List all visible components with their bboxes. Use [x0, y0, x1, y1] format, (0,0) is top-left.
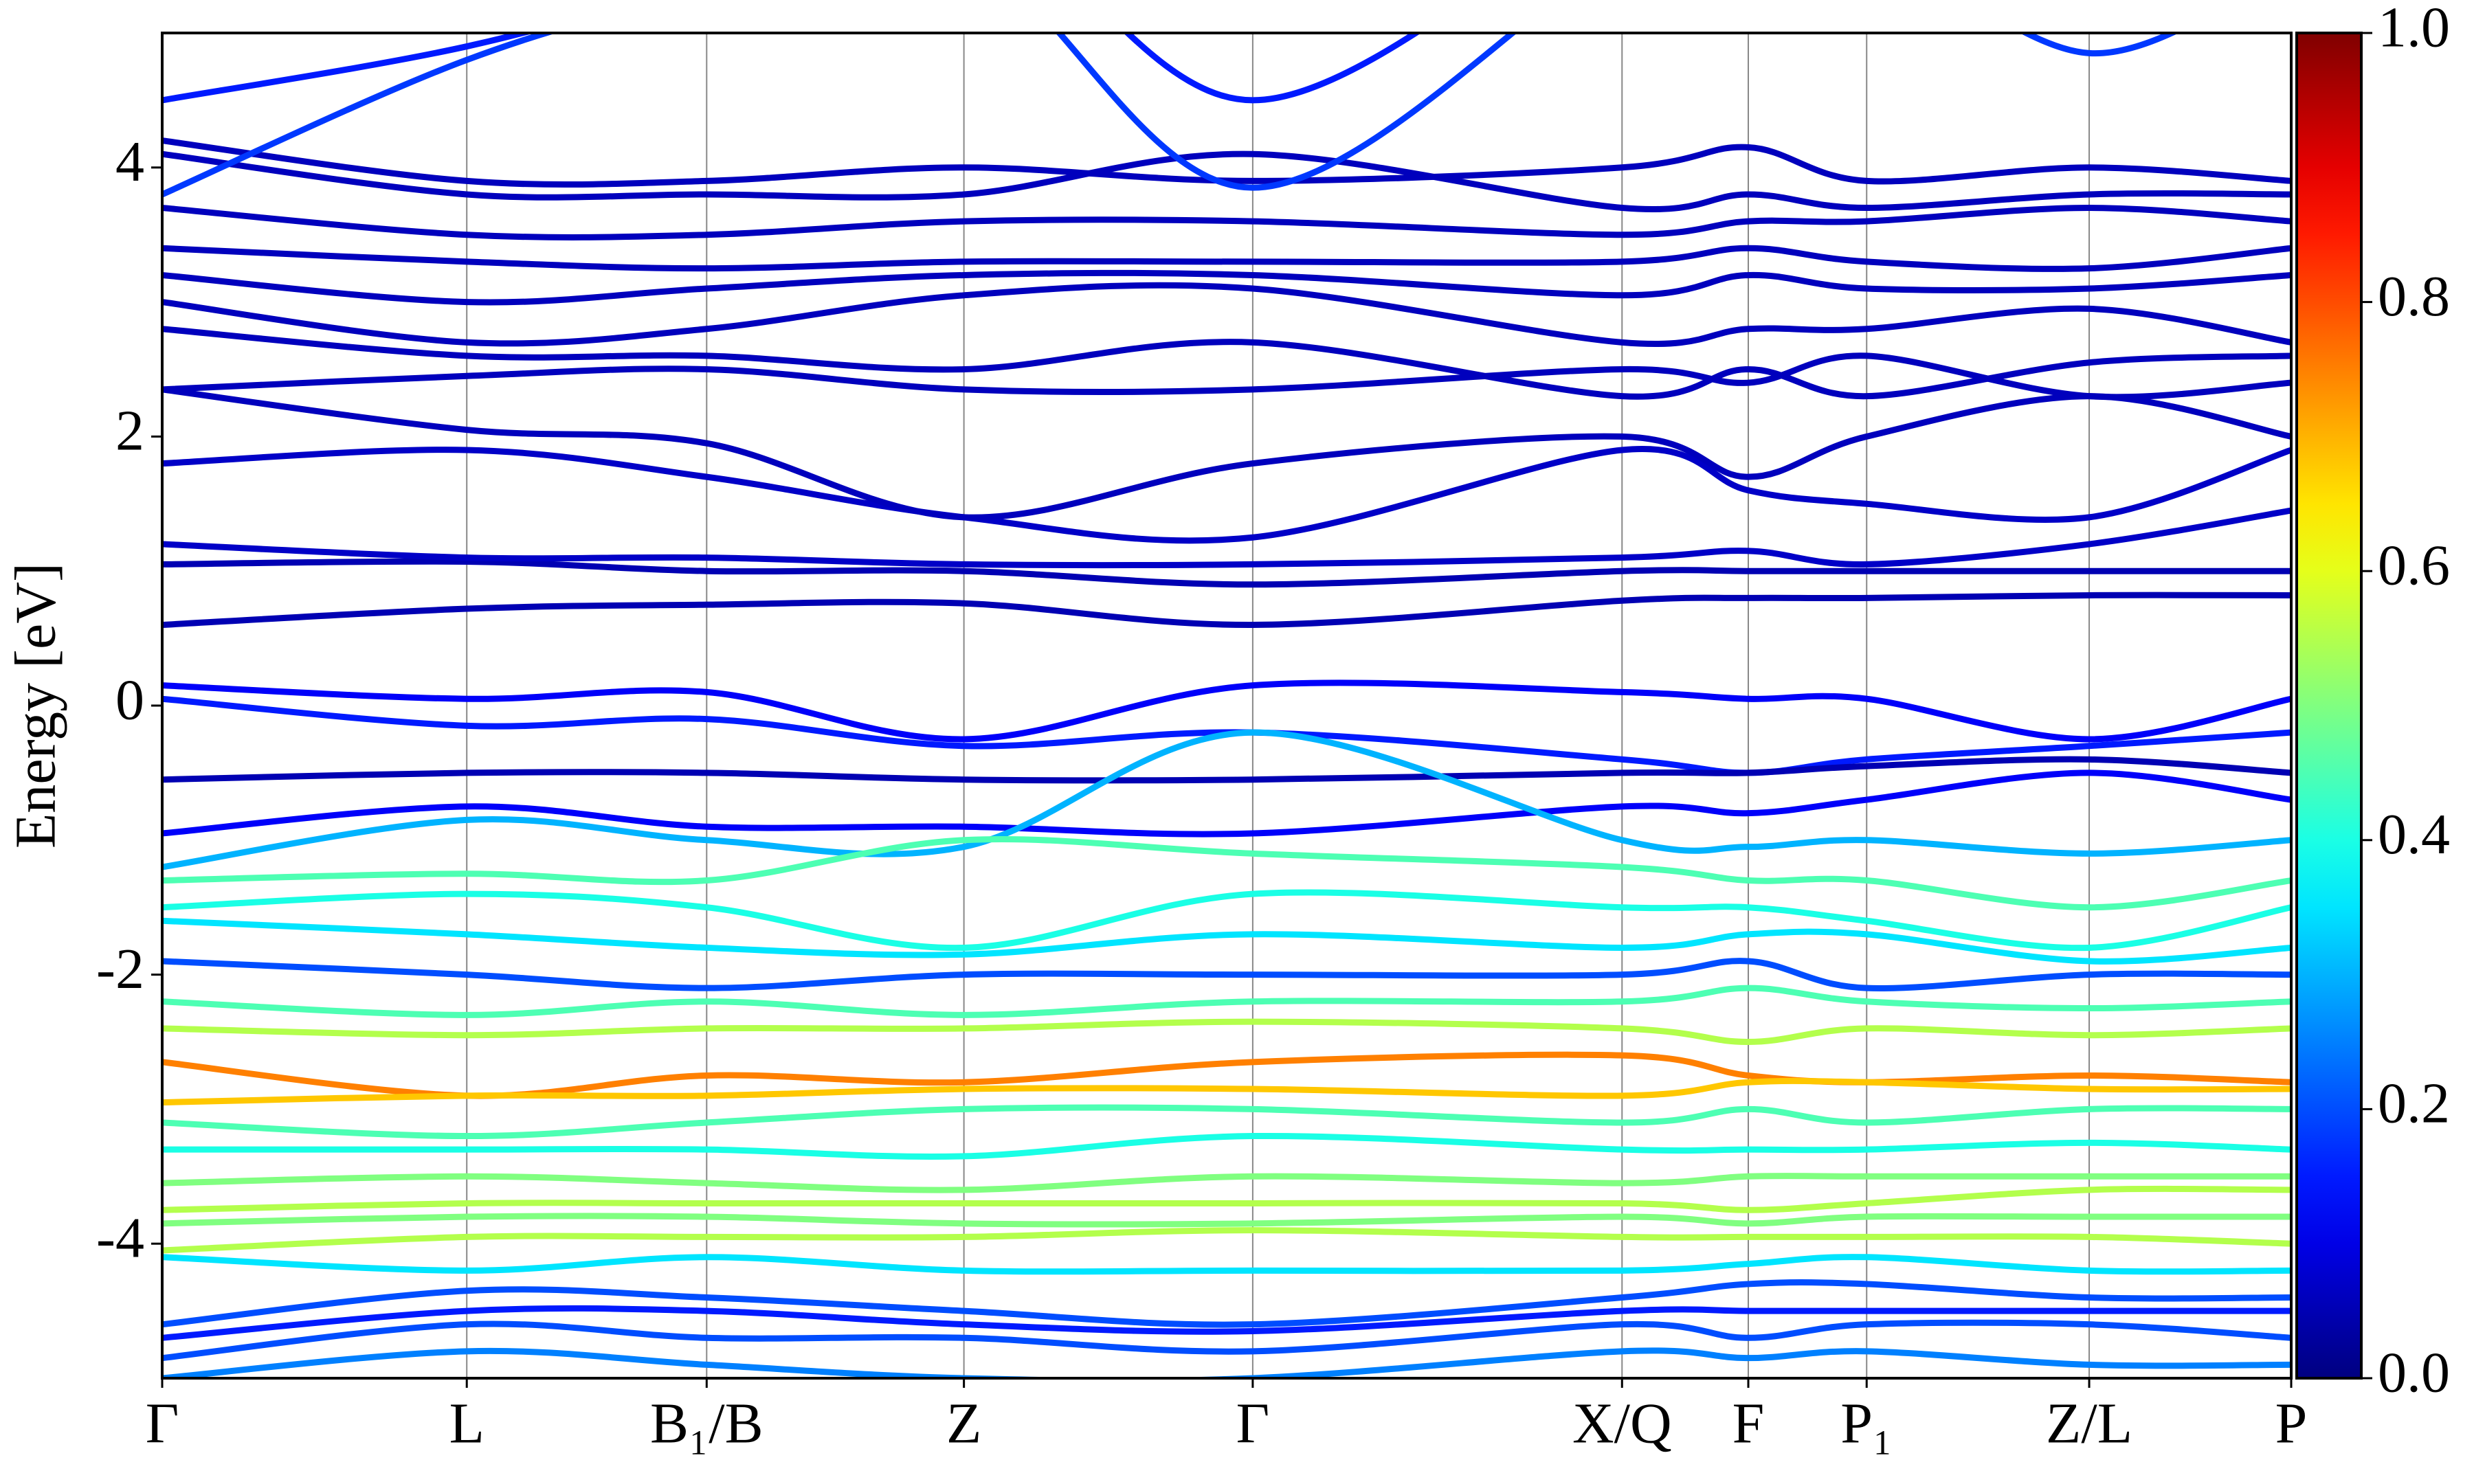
band [162, 769, 2291, 837]
band [162, 269, 2291, 306]
band [162, 205, 2291, 240]
band [162, 1173, 2291, 1193]
band [162, 507, 2291, 569]
x-tick-label: L [449, 1391, 484, 1455]
band [162, 1254, 2291, 1275]
band [162, 1305, 2291, 1341]
band [162, 1319, 2291, 1362]
band [162, 137, 2291, 188]
x-tick-label: Z [946, 1391, 981, 1455]
x-tick-label: Γ [1236, 1391, 1270, 1455]
y-tick-label: -2 [96, 937, 144, 1001]
x-tick-label: Z/L [2046, 1391, 2132, 1455]
band [162, 326, 2291, 400]
band [162, 1132, 2291, 1160]
colorbar-tick-label: 0.0 [2378, 1340, 2450, 1404]
band [162, 679, 2291, 743]
x-tick-label: F [1732, 1391, 1765, 1455]
band [162, 33, 1422, 104]
colorbar-tick-label: 1.0 [2378, 0, 2450, 59]
band [162, 1051, 2291, 1099]
band [162, 446, 2291, 544]
band [162, 1347, 2291, 1378]
y-tick-label: -4 [96, 1206, 144, 1270]
bands [162, 33, 2291, 1378]
x-tick-label: Γ [146, 1391, 179, 1455]
band [162, 958, 2291, 992]
colorbar [2295, 32, 2363, 1380]
y-tick-label: 4 [115, 130, 144, 194]
band [162, 245, 2291, 272]
y-tick-label: 0 [115, 668, 144, 732]
band [162, 889, 2291, 952]
band [162, 729, 2291, 870]
band [162, 1077, 2291, 1106]
colorbar-tick-label: 0.8 [2378, 265, 2450, 328]
band [162, 1018, 2291, 1045]
band [162, 150, 2291, 213]
x-tick-label: B₁/B [650, 1391, 764, 1455]
band [162, 592, 2291, 629]
band [162, 1104, 2291, 1140]
band [162, 985, 2291, 1018]
band [162, 1213, 2291, 1228]
axes: Γ L B₁/B Z Γ X/Q F P₁ Z/L P -4 -2 0 2 4 0.0 0.2 0.4 0.6 0.8… [96, 0, 2450, 1455]
band [162, 386, 2291, 521]
y-tick-label: 2 [115, 399, 144, 463]
x-tick-label: P [2275, 1391, 2308, 1455]
x-tick-label: P₁ [1840, 1391, 1893, 1455]
band [162, 282, 2291, 347]
band [162, 1185, 2291, 1213]
band [162, 756, 2291, 784]
y-axis-label: Energy [eV] [3, 563, 67, 848]
colorbar-tick-label: 0.4 [2378, 802, 2450, 866]
colorbar-tick-label: 0.2 [2378, 1072, 2450, 1136]
colorbar-tick-label: 0.6 [2378, 533, 2450, 597]
x-tick-label: X/Q [1572, 1391, 1672, 1455]
band [162, 352, 2291, 401]
band [162, 558, 2291, 588]
band [162, 1279, 2291, 1328]
band [162, 1227, 2291, 1254]
band [162, 917, 2291, 965]
band [162, 33, 2179, 198]
band [162, 835, 2291, 911]
